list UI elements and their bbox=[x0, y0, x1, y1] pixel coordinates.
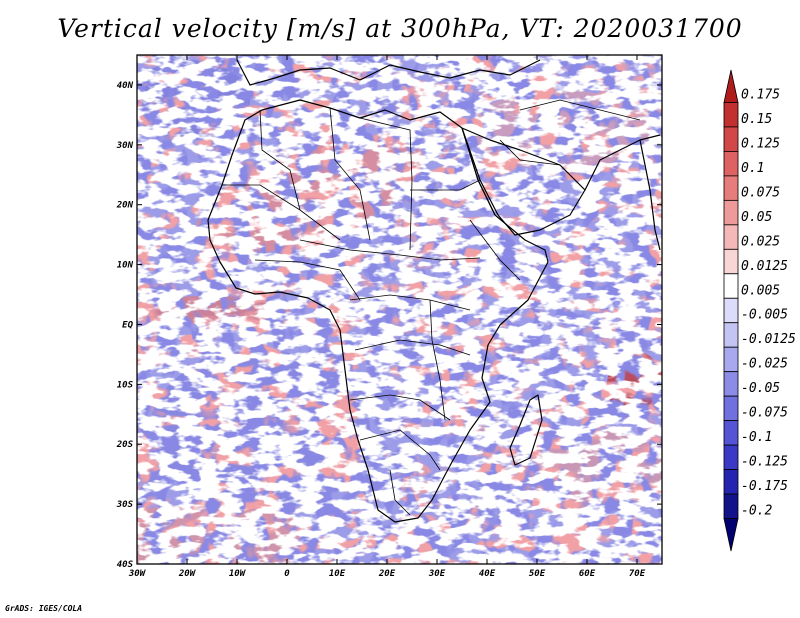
lon-tick-label: 70E bbox=[629, 569, 646, 579]
colorbar-level-label: 0.1 bbox=[741, 161, 764, 176]
lon-tick-label: 40E bbox=[479, 569, 496, 579]
colorbar-swatch bbox=[723, 518, 739, 552]
lat-tick-label: 20S bbox=[116, 440, 134, 450]
lat-tick-label: 30N bbox=[116, 141, 134, 151]
colorbar-swatch bbox=[723, 248, 739, 275]
vertical-velocity-field bbox=[137, 55, 662, 564]
colorbar-swatch bbox=[723, 444, 739, 470]
lat-tick-label: 10S bbox=[117, 380, 134, 390]
lon-tick-label: 10W bbox=[229, 569, 247, 579]
colorbar-level-label: -0.125 bbox=[741, 455, 788, 470]
lat-tick-label: 10N bbox=[117, 261, 134, 271]
colorbar-swatch bbox=[723, 126, 739, 152]
colorbar-level-label: -0.2 bbox=[741, 504, 772, 519]
lon-tick-label: 60E bbox=[579, 569, 596, 579]
colorbar-level-label: -0.0125 bbox=[741, 332, 796, 347]
colorbar-swatch bbox=[723, 469, 739, 495]
colorbar-swatch bbox=[723, 69, 739, 103]
colorbar-swatch bbox=[723, 199, 739, 226]
coastlines-and-borders bbox=[207, 59, 661, 523]
colorbar-swatch bbox=[723, 224, 739, 250]
colorbar-swatch bbox=[723, 420, 739, 446]
lon-tick-label: 20E bbox=[378, 569, 396, 579]
colorbar-swatch bbox=[723, 151, 739, 177]
lon-tick-label: 20W bbox=[178, 569, 197, 579]
lon-tick-label: 50E bbox=[529, 569, 546, 579]
colorbar-level-label: 0.125 bbox=[741, 136, 780, 151]
axis-ticks bbox=[136, 55, 662, 565]
colorbar-labels: 0.175 0.15 0.125 0.1 0.075 0.05 0.025 0.0125 0.0… bbox=[741, 87, 796, 518]
arabian-peninsula bbox=[461, 127, 586, 236]
lat-tick-label: 30S bbox=[116, 500, 134, 510]
colorbar-swatch bbox=[723, 102, 739, 128]
africa-coastline bbox=[207, 99, 549, 523]
colorbar-level-label: 0.075 bbox=[741, 185, 780, 200]
map-figure: 30W 20W 10W 0 10E 20E 30E 40E 50E 60E 70E 40N 30N 20… bbox=[116, 54, 796, 579]
plot-frame bbox=[136, 54, 663, 565]
lon-tick-labels: 30W 20W 10W 0 10E 20E 30E 40E 50E 60E 70E bbox=[128, 569, 646, 579]
colorbar-level-label: 0.05 bbox=[741, 210, 772, 225]
lat-tick-label: 20N bbox=[116, 201, 134, 211]
colorbar-level-label: -0.1 bbox=[741, 430, 772, 445]
colorbar-level-label: 0.175 bbox=[741, 87, 780, 102]
map-title: Vertical velocity [m/s] at 300hPa, VT: 2… bbox=[57, 14, 743, 43]
lon-tick-label: 30W bbox=[128, 569, 147, 579]
lon-tick-label: 0 bbox=[284, 569, 290, 579]
lat-tick-labels: 40N 30N 20N 10N EQ 10S 20S 30S 40S bbox=[116, 81, 134, 570]
persian-gulf bbox=[584, 134, 661, 191]
colorbar-swatch bbox=[723, 273, 739, 299]
country-borders bbox=[222, 99, 641, 516]
colorbar-level-label: 0.005 bbox=[741, 283, 780, 298]
colorbar-level-label: 0.0125 bbox=[741, 259, 788, 274]
colorbar-swatch bbox=[723, 175, 739, 201]
colorbar-swatch bbox=[723, 371, 739, 397]
lon-tick-label: 30E bbox=[428, 569, 446, 579]
colorbar-swatch bbox=[723, 346, 739, 373]
colorbar bbox=[723, 69, 739, 552]
colorbar-swatch bbox=[723, 322, 739, 348]
colorbar-level-label: -0.175 bbox=[741, 479, 788, 494]
colorbar-swatch bbox=[723, 493, 739, 519]
grads-credit: GrADS: IGES/COLA bbox=[5, 604, 83, 613]
colorbar-level-label: -0.025 bbox=[741, 357, 788, 372]
lat-tick-label: EQ bbox=[122, 320, 133, 330]
colorbar-level-label: -0.05 bbox=[741, 381, 780, 396]
colorbar-swatch bbox=[723, 297, 739, 324]
india-coast bbox=[639, 139, 661, 251]
madagascar bbox=[509, 394, 543, 466]
colorbar-level-label: 0.025 bbox=[741, 234, 780, 249]
red-sea-line bbox=[461, 127, 496, 216]
lon-tick-label: 10E bbox=[329, 569, 346, 579]
lat-tick-label: 40S bbox=[117, 560, 134, 570]
europe-coast bbox=[236, 59, 541, 86]
colorbar-swatch bbox=[723, 395, 739, 422]
colorbar-level-label: 0.15 bbox=[741, 112, 772, 127]
lat-tick-label: 40N bbox=[117, 81, 134, 91]
colorbar-level-label: -0.075 bbox=[741, 406, 788, 421]
colorbar-level-label: -0.005 bbox=[741, 308, 788, 323]
